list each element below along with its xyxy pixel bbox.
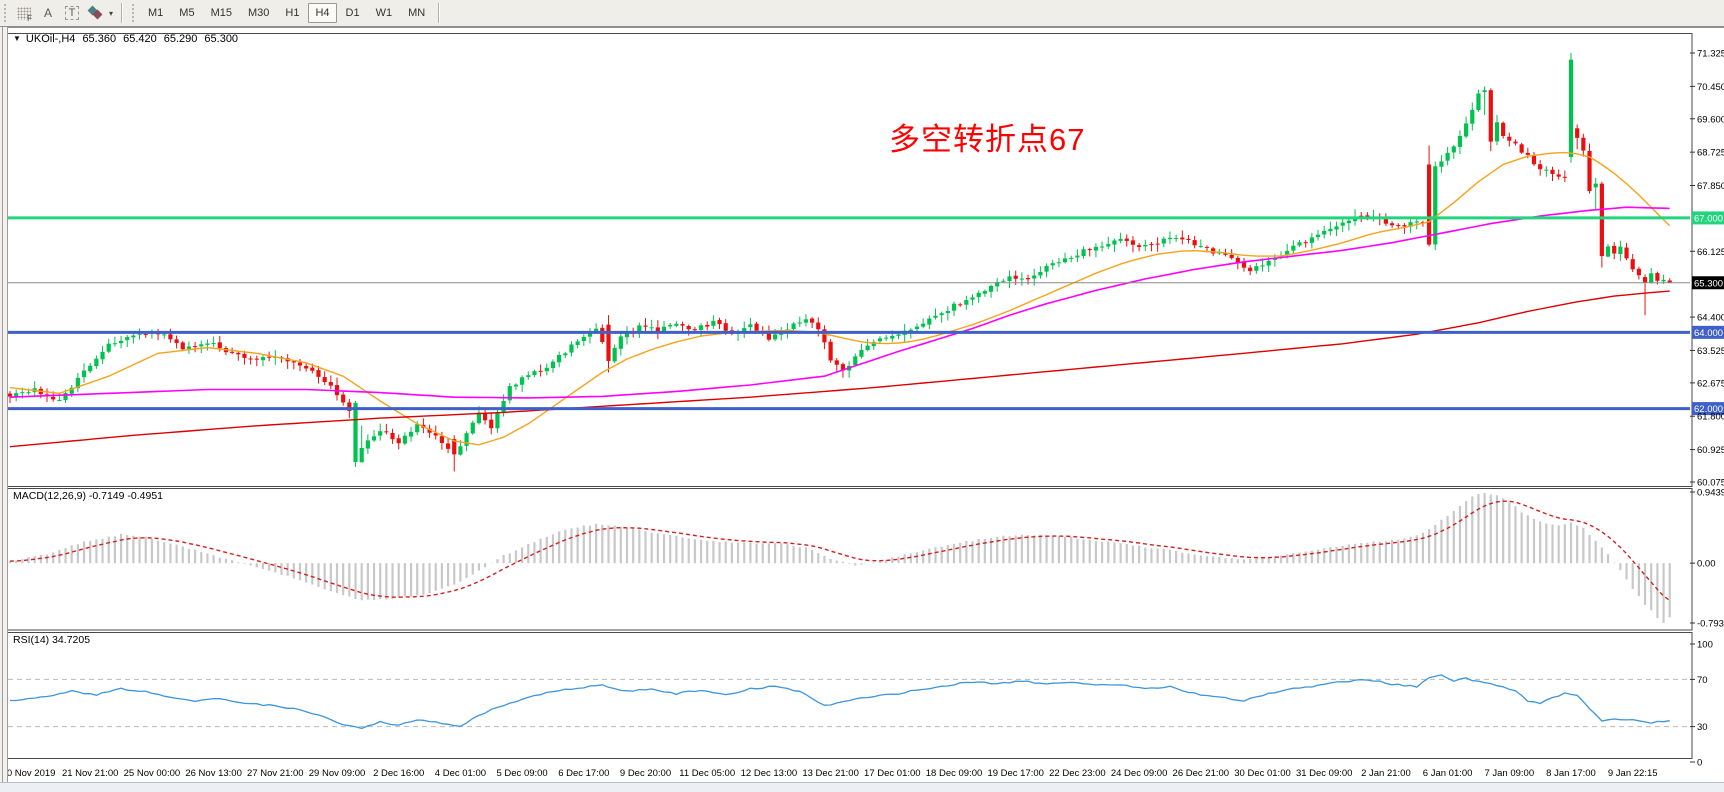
time-axis-label: 29 Nov 09:00: [309, 768, 366, 779]
price-axis-label: 63.525: [1697, 346, 1724, 357]
price-axis-label: 60.075: [1697, 478, 1724, 489]
ohlc-low: 65.290: [163, 33, 198, 45]
svg-text:64.000: 64.000: [1694, 328, 1723, 339]
rsi-axis-label: 70: [1697, 675, 1708, 686]
window-bottom-edge: [0, 782, 1724, 792]
macd-axis-label: 0.00: [1697, 559, 1716, 570]
rsi-axis-label: 100: [1697, 640, 1713, 651]
ohlc-open: 65.360: [82, 33, 117, 45]
price-axis-label: 70.450: [1697, 82, 1724, 93]
timeframe-button-M1[interactable]: M1: [148, 7, 164, 19]
time-axis-label: 8 Jan 17:00: [1546, 768, 1596, 779]
time-axis-label: 25 Nov 00:00: [124, 768, 181, 779]
timeframe-button-D1[interactable]: D1: [345, 7, 360, 19]
time-axis-label: 9 Dec 20:00: [620, 768, 671, 779]
window-splitter[interactable]: [0, 27, 8, 783]
time-axis-label: 6 Dec 17:00: [558, 768, 609, 779]
chart-title: ▼ UKOil-,H4 65.360 65.420 65.290 65.300: [13, 33, 238, 45]
toolbar-separator-2: [438, 3, 441, 23]
toolbar-grip-handle[interactable]: [3, 4, 8, 22]
macd-axis-label: -0.7939: [1697, 619, 1724, 630]
time-axis-label: 27 Nov 21:00: [247, 768, 304, 779]
time-axis-label: 2 Dec 16:00: [373, 768, 424, 779]
chart-annotation-text: 多空转折点67: [889, 122, 1086, 157]
timeframe-button-W1[interactable]: W1: [375, 7, 393, 19]
text-tool-icon[interactable]: A: [43, 6, 52, 20]
price-level-badge: 64.000: [1692, 325, 1724, 339]
price-axis-label: 66.125: [1697, 247, 1724, 258]
rsi-indicator-label: RSI(14) 34.7205: [13, 634, 91, 646]
price-axis-label: 69.600: [1697, 114, 1724, 125]
price-level-badge: 67.000: [1692, 211, 1724, 225]
price-axis-label: 71.325: [1697, 49, 1724, 60]
time-axis-label: 9 Jan 22:15: [1608, 768, 1658, 779]
price-axis-label: 60.925: [1697, 445, 1724, 456]
toolbar-separator: [121, 3, 124, 23]
macd-indicator-label: MACD(12,26,9) -0.7149 -0.4951: [13, 490, 163, 502]
time-axis-label: 6 Jan 01:00: [1423, 768, 1473, 779]
timeframe-button-M5[interactable]: M5: [179, 7, 195, 19]
grid-icon: F: [17, 6, 32, 23]
svg-text:62.000: 62.000: [1694, 404, 1723, 415]
price-axis-label: 62.675: [1697, 378, 1724, 389]
price-axis-label: 64.400: [1697, 313, 1724, 324]
price-axis-label: 68.725: [1697, 148, 1724, 159]
time-axis-label: 11 Dec 05:00: [679, 768, 735, 779]
macd-axis-label: 0.9439: [1697, 488, 1724, 499]
timeframe-button-M30[interactable]: M30: [247, 7, 270, 19]
time-axis-label: 4 Dec 01:00: [435, 768, 486, 779]
grid-f-icon[interactable]: F: [14, 3, 34, 23]
time-axis-label: 31 Dec 09:00: [1296, 768, 1353, 779]
toolbar: F A T ▾ M1 M5 M15 M30 H1 H4 D1 W1 MN: [0, 0, 1724, 27]
rsi-axis-label: 0: [1697, 758, 1702, 769]
time-axis-label: 7 Jan 09:00: [1484, 768, 1534, 779]
textbox-tool-icon[interactable]: T: [62, 3, 82, 23]
svg-text:67.000: 67.000: [1694, 213, 1723, 224]
arrow-shapes-icon: [87, 5, 104, 20]
time-axis-label: 26 Nov 13:00: [185, 768, 242, 779]
timeframe-button-H4[interactable]: H4: [308, 3, 337, 23]
dropdown-caret-icon[interactable]: ▾: [109, 8, 114, 18]
timeframe-button-M15[interactable]: M15: [210, 7, 232, 19]
arrow-objects-icon[interactable]: [86, 3, 106, 23]
symbol-timeframe: UKOil-,H4: [25, 33, 76, 45]
price-level-badge: 62.000: [1692, 402, 1724, 416]
time-axis-label: 12 Dec 13:00: [741, 768, 798, 779]
time-axis-label: 2 Jan 21:00: [1361, 768, 1411, 779]
time-axis-label: 22 Dec 23:00: [1049, 768, 1106, 779]
time-axis-label: 18 Dec 09:00: [926, 768, 983, 779]
ohlc-high: 65.420: [123, 33, 157, 45]
price-level-badge: 65.300: [1692, 276, 1724, 290]
time-axis-label: 13 Dec 21:00: [802, 768, 859, 779]
timeframes-grip-handle[interactable]: [131, 4, 137, 22]
time-axis-label: 30 Dec 01:00: [1234, 768, 1291, 779]
time-axis-label: 17 Dec 01:00: [864, 768, 921, 779]
price-axis-label: 67.850: [1697, 181, 1724, 192]
timeframe-button-MN[interactable]: MN: [408, 7, 426, 19]
timeframe-button-H1[interactable]: H1: [285, 7, 300, 19]
time-axis-label: 20 Nov 2019: [2, 768, 56, 779]
time-axis-label: 26 Dec 21:00: [1173, 768, 1230, 779]
time-axis-label: 21 Nov 21:00: [62, 768, 119, 779]
svg-text:65.300: 65.300: [1694, 278, 1723, 289]
symbol-dropdown-icon[interactable]: ▼: [13, 34, 21, 43]
rsi-axis-label: 30: [1697, 722, 1708, 733]
timeframe-toolbar: M1 M5 M15 M30 H1 H4 D1 W1 MN: [140, 3, 433, 23]
time-axis-label: 5 Dec 09:00: [496, 768, 547, 779]
time-axis-label: 24 Dec 09:00: [1111, 768, 1168, 779]
price-axis-label: 61.800: [1697, 412, 1724, 423]
ohlc-close: 65.300: [204, 33, 239, 45]
time-axis-label: 19 Dec 17:00: [987, 768, 1044, 779]
